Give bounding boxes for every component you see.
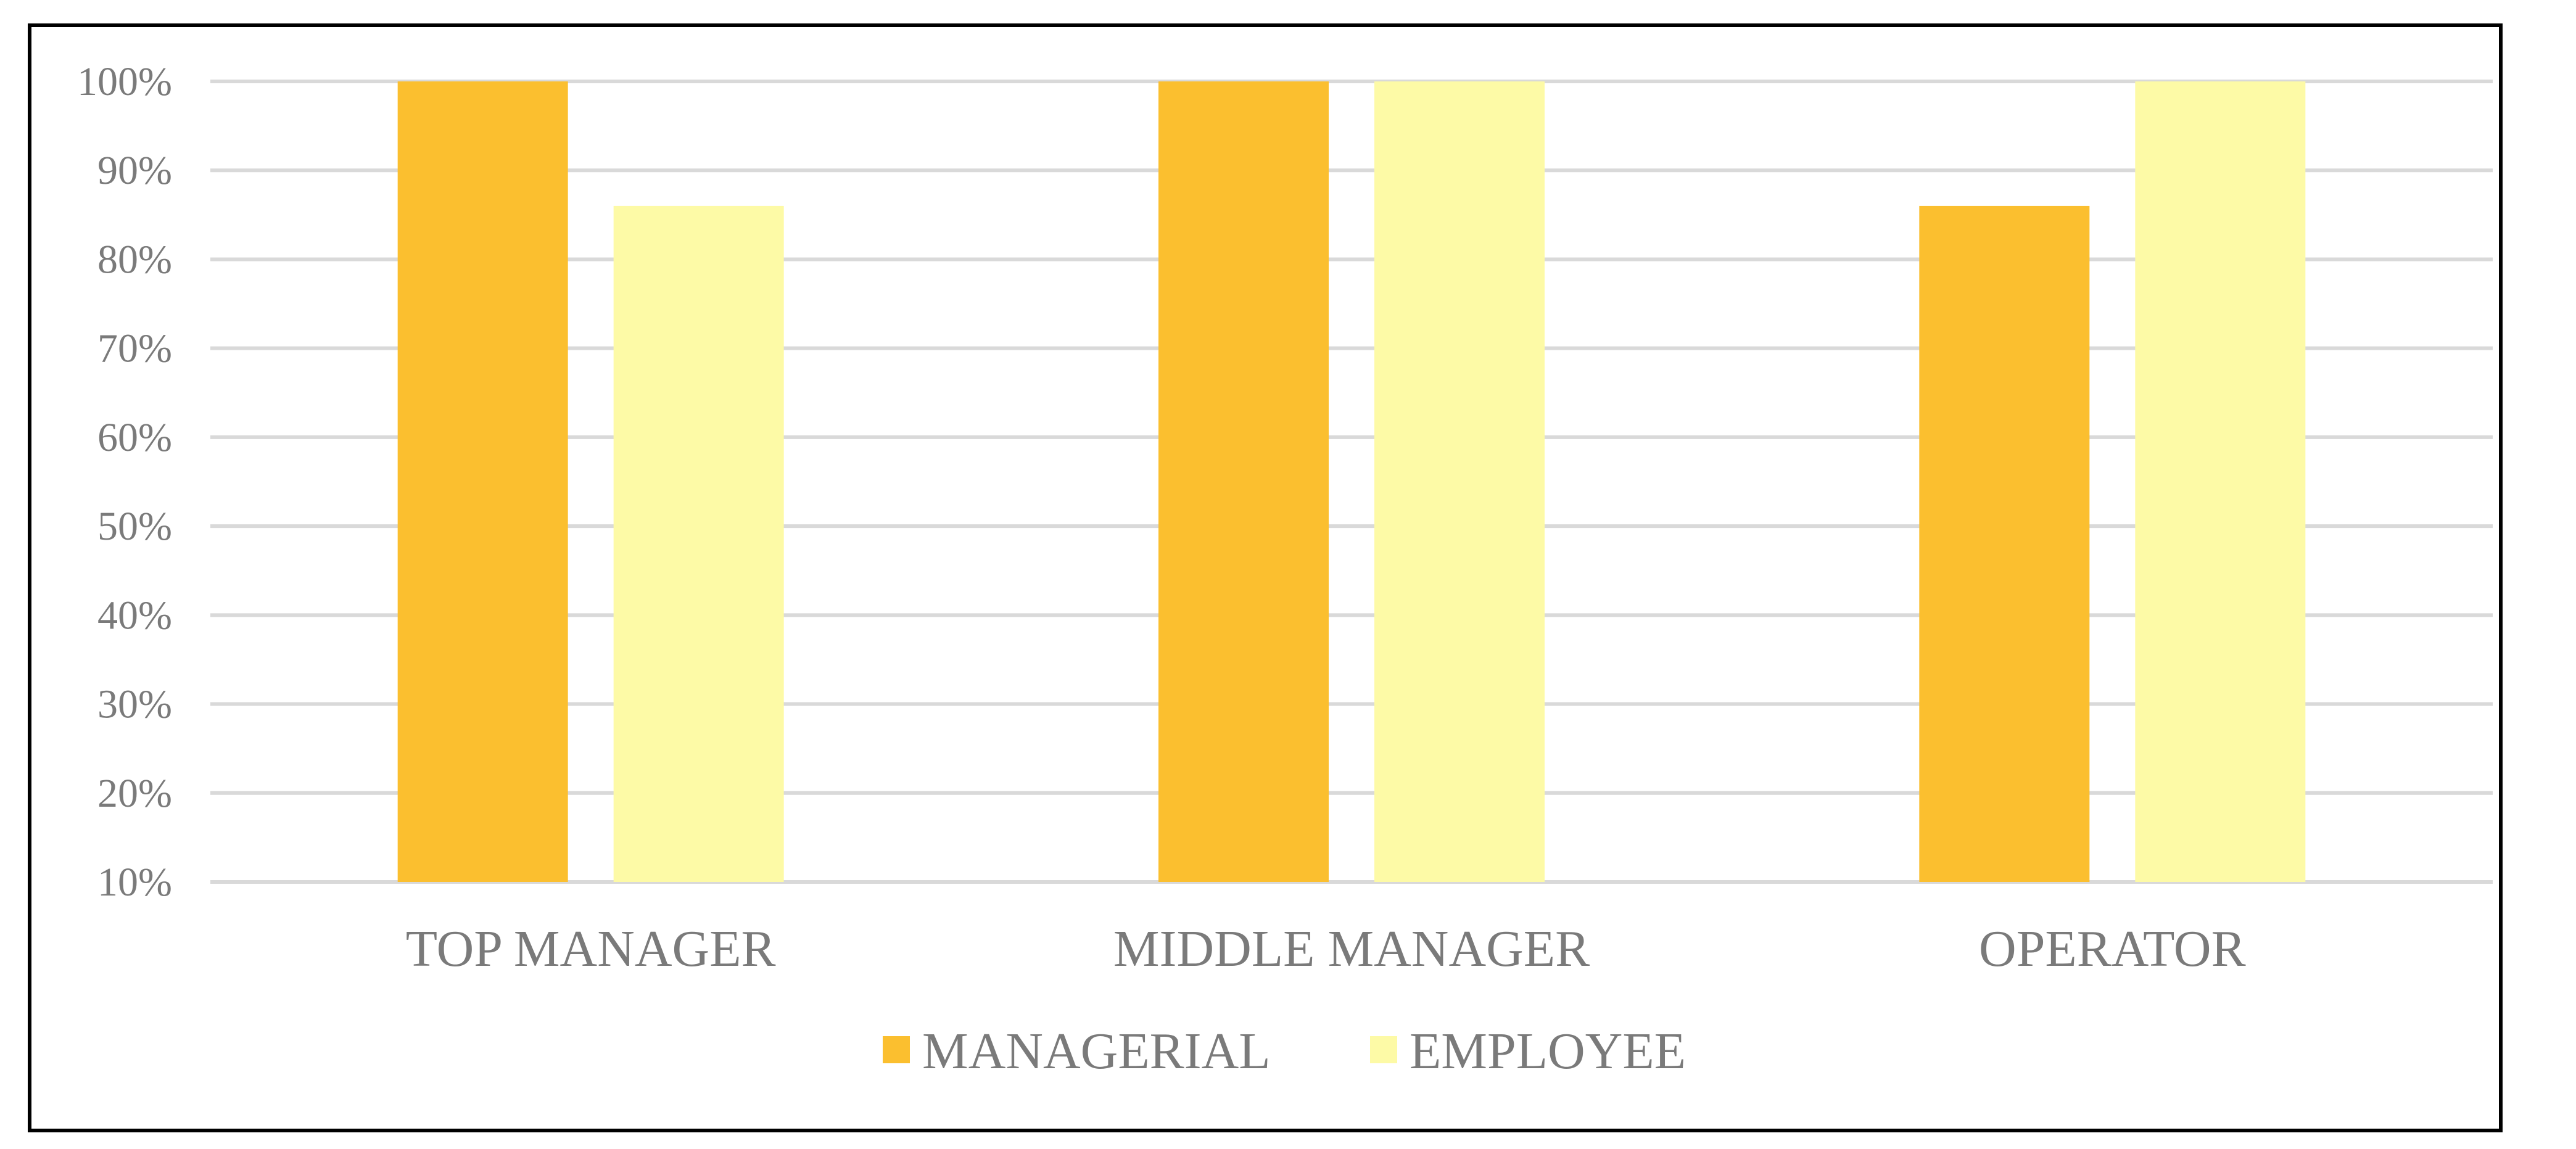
legend-label-managerial: MANAGERIAL bbox=[922, 1023, 1271, 1080]
bar-managerial-operator bbox=[1919, 205, 2090, 882]
y-tick-label: 50% bbox=[97, 504, 172, 549]
x-category-label: MIDDLE MANAGER bbox=[1113, 920, 1590, 978]
chart-frame: 10% 20% 30% 40% 50% 60% 70% 80% 90% 100% TOP MANA… bbox=[28, 23, 2503, 1132]
legend-label-employee: EMPLOYEE bbox=[1410, 1023, 1686, 1080]
y-tick-label: 10% bbox=[97, 860, 172, 905]
y-tick-label: 80% bbox=[97, 237, 172, 282]
y-tick-label: 30% bbox=[97, 682, 172, 727]
y-tick-label: 90% bbox=[97, 148, 172, 193]
legend-swatch-employee bbox=[1370, 1036, 1397, 1063]
bar-employee-middle-manager bbox=[1374, 81, 1545, 882]
bar-employee-operator bbox=[2135, 81, 2306, 882]
x-category-label: OPERATOR bbox=[1979, 920, 2246, 978]
y-tick-label: 70% bbox=[97, 326, 172, 371]
gridlines bbox=[210, 80, 2493, 884]
x-axis-category-labels: TOP MANAGER MIDDLE MANAGER OPERATOR bbox=[406, 920, 2246, 978]
y-tick-label: 40% bbox=[97, 593, 172, 638]
bars bbox=[397, 81, 2306, 882]
bar-managerial-top-manager bbox=[397, 81, 568, 882]
bar-employee-top-manager bbox=[613, 205, 784, 882]
y-axis-tick-labels: 10% 20% 30% 40% 50% 60% 70% 80% 90% 100% bbox=[77, 59, 172, 905]
legend: MANAGERIAL EMPLOYEE bbox=[883, 1023, 1686, 1080]
y-tick-label: 100% bbox=[77, 59, 172, 104]
bar-chart: 10% 20% 30% 40% 50% 60% 70% 80% 90% 100% TOP MANA… bbox=[77, 59, 2493, 1080]
y-tick-label: 20% bbox=[97, 771, 172, 816]
x-category-label: TOP MANAGER bbox=[406, 920, 776, 978]
legend-swatch-managerial bbox=[883, 1036, 910, 1063]
y-tick-label: 60% bbox=[97, 415, 172, 460]
bar-managerial-middle-manager bbox=[1158, 81, 1329, 882]
